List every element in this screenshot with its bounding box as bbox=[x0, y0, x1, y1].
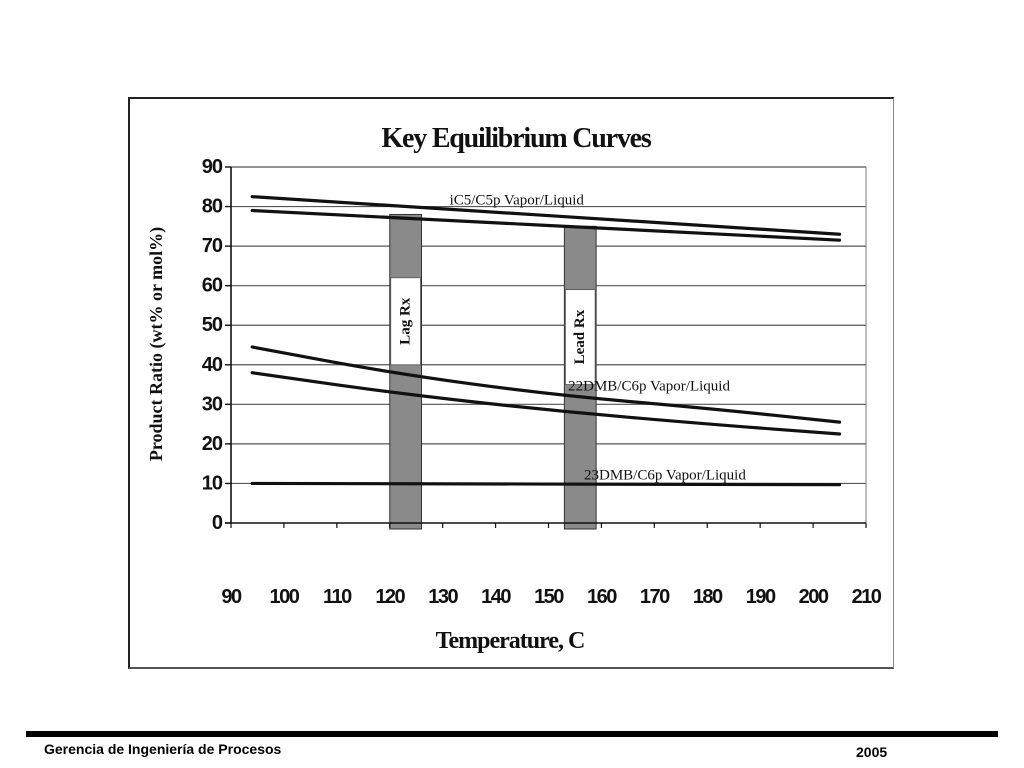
series-annotation-3: 23DMB/C6p Vapor/Liquid bbox=[584, 467, 746, 483]
equilibrium-chart: Lag Rx Lead Rx 0 10 20 30 40 50 60 70 80 90 90 100 11… bbox=[146, 123, 883, 654]
x-tick-label-110: 110 bbox=[323, 586, 352, 608]
y-tick-label-30: 30 bbox=[202, 393, 223, 415]
y-tick-label-40: 40 bbox=[202, 354, 223, 376]
x-tick-label-210: 210 bbox=[852, 586, 882, 608]
chart-title: Key Equilibrium Curves bbox=[381, 123, 651, 154]
series-line-1 bbox=[250, 195, 842, 236]
x-tick-label-140: 140 bbox=[481, 586, 511, 608]
band-label-2: Lead Rx bbox=[572, 309, 588, 364]
x-tick-label-100: 100 bbox=[269, 586, 299, 608]
band-layer: Lag Rx Lead Rx bbox=[389, 213, 597, 530]
band-1 bbox=[389, 213, 422, 530]
series-line-5 bbox=[250, 481, 842, 487]
footer-year: 2005 bbox=[856, 744, 888, 760]
text-layer: 0 10 20 30 40 50 60 70 80 90 90 100 110 120 130 140 150 1… bbox=[146, 123, 883, 654]
grid-layer bbox=[231, 166, 867, 523]
band-label-box-2 bbox=[564, 289, 596, 385]
y-tick-label-0: 0 bbox=[212, 512, 223, 534]
y-tick-label-20: 20 bbox=[202, 433, 223, 455]
series-annotation-1: iC5/C5p Vapor/Liquid bbox=[450, 193, 585, 209]
band-label-box-1 bbox=[390, 277, 421, 366]
x-tick-label-150: 150 bbox=[534, 586, 564, 608]
axis-layer bbox=[225, 166, 867, 528]
series-line-3 bbox=[250, 345, 842, 424]
footer-org-name: Gerencia de Ingeniería de Procesos bbox=[44, 741, 282, 757]
y-axis-label: Product Ratio (wt% or mol%) bbox=[146, 227, 167, 461]
series-line-2 bbox=[250, 208, 842, 242]
x-tick-label-170: 170 bbox=[640, 586, 670, 608]
y-tick-label-10: 10 bbox=[202, 472, 223, 494]
x-axis-label: Temperature, C bbox=[436, 628, 585, 654]
band-label-1: Lag Rx bbox=[398, 297, 414, 345]
series-line-4 bbox=[250, 371, 842, 436]
x-tick-label-130: 130 bbox=[428, 586, 458, 608]
footer-rule bbox=[26, 731, 998, 737]
x-tick-label-90: 90 bbox=[221, 586, 242, 608]
series-annotation-2: 22DMB/C6p Vapor/Liquid bbox=[568, 378, 730, 394]
x-tick-label-160: 160 bbox=[587, 586, 617, 608]
y-tick-label-90: 90 bbox=[202, 156, 223, 178]
series-layer bbox=[250, 195, 842, 487]
x-tick-label-180: 180 bbox=[693, 586, 723, 608]
x-tick-label-120: 120 bbox=[375, 586, 405, 608]
y-tick-label-60: 60 bbox=[202, 275, 223, 297]
y-tick-label-70: 70 bbox=[202, 235, 223, 257]
chart-frame: Lag Rx Lead Rx 0 10 20 30 40 50 60 70 80 90 90 100 11… bbox=[128, 97, 894, 669]
x-tick-label-190: 190 bbox=[746, 586, 776, 608]
y-tick-label-80: 80 bbox=[202, 196, 223, 218]
x-tick-label-200: 200 bbox=[799, 586, 829, 608]
y-tick-label-50: 50 bbox=[202, 314, 223, 336]
